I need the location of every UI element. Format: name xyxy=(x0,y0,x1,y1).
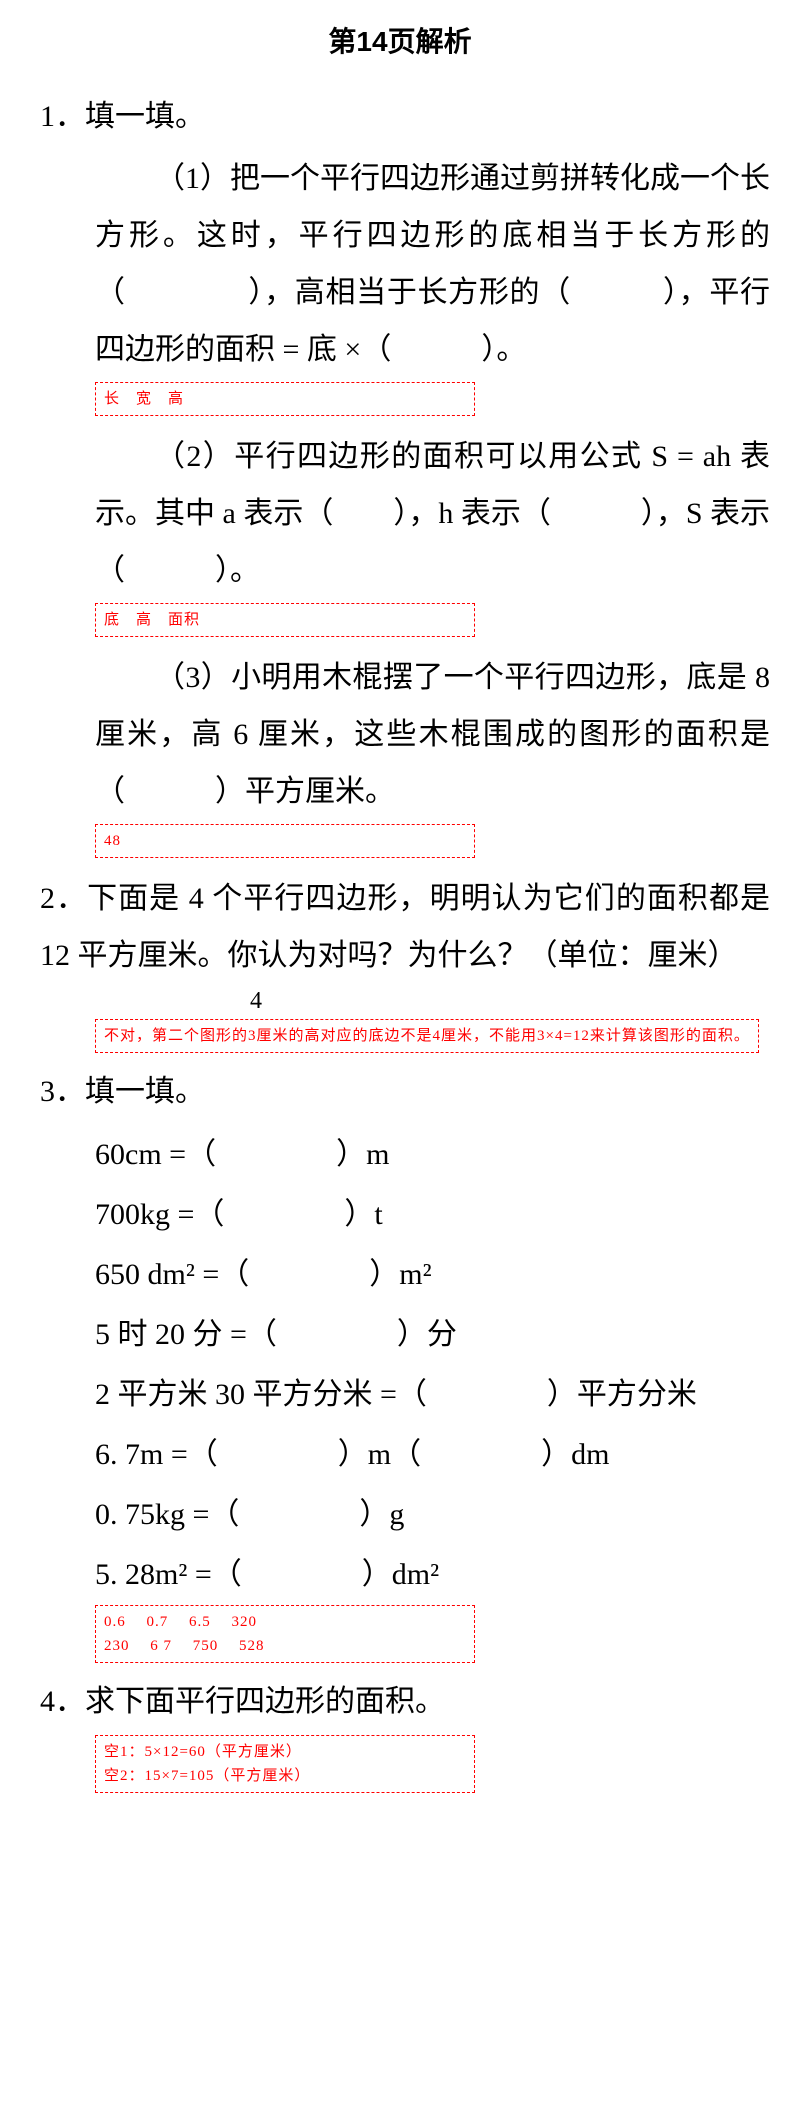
problem-3-answer: 0.6 0.7 6.5 320 230 6 7 750 528 xyxy=(95,1605,475,1663)
problem-1: 1．填一填。 （1）把一个平行四边形通过剪拼转化成一个长方形。这时，平行四边形的… xyxy=(30,90,770,858)
problem-3-line-3: 5 时 20 分 =（ ）分 xyxy=(95,1305,770,1365)
problem-1-answer3: 48 xyxy=(95,824,475,858)
problem-3-answer-line1: 0.6 0.7 6.5 320 xyxy=(104,1610,466,1634)
problem-2: 2．下面是 4 个平行四边形，明明认为它们的面积都是 12 平方厘米。你认为对吗… xyxy=(30,870,770,1053)
problem-3-line-1: 700kg =（ ）t xyxy=(95,1185,770,1245)
problem-3-line-6: 0. 75kg =（ ）g xyxy=(95,1485,770,1545)
problem-4: 4．求下面平行四边形的面积。 空1：5×12=60（平方厘米） 空2：15×7=… xyxy=(30,1675,770,1793)
problem-3-line-5: 6. 7m =（ ）m（ ）dm xyxy=(95,1425,770,1485)
problem-4-answer-line1: 空1：5×12=60（平方厘米） xyxy=(104,1740,466,1764)
problem-3-heading: 3．填一填。 xyxy=(40,1065,770,1119)
problem-1-sub1: （1）把一个平行四边形通过剪拼转化成一个长方形。这时，平行四边形的底相当于长方形… xyxy=(95,150,770,378)
problem-1-answer2: 底 高 面积 xyxy=(95,603,475,637)
problem-2-answer: 不对，第二个图形的3厘米的高对应的底边不是4厘米，不能用3×4=12来计算该图形… xyxy=(95,1019,759,1053)
problem-3-answer-line2: 230 6 7 750 528 xyxy=(104,1634,466,1658)
problem-1-answer1: 长 宽 高 xyxy=(95,382,475,416)
problem-4-heading: 4．求下面平行四边形的面积。 xyxy=(40,1675,770,1729)
problem-3-line-0: 60cm =（ ）m xyxy=(95,1125,770,1185)
problem-3-line-2: 650 dm² =（ ）m² xyxy=(95,1245,770,1305)
problem-1-heading: 1．填一填。 xyxy=(40,90,770,144)
problem-3: 3．填一填。 60cm =（ ）m 700kg =（ ）t 650 dm² =（… xyxy=(30,1065,770,1663)
page-title: 第14页解析 xyxy=(30,20,770,60)
problem-3-line-4: 2 平方米 30 平方分米 =（ ）平方分米 xyxy=(95,1365,770,1425)
page-container: 第14页解析 1．填一填。 （1）把一个平行四边形通过剪拼转化成一个长方形。这时… xyxy=(0,0,800,1845)
problem-4-answer-line2: 空2：15×7=105（平方厘米） xyxy=(104,1764,466,1788)
problem-1-sub3: （3）小明用木棍摆了一个平行四边形，底是 8 厘米，高 6 厘米，这些木棍围成的… xyxy=(95,649,770,820)
problem-1-sub2: （2）平行四边形的面积可以用公式 S = ah 表示。其中 a 表示（ ），h … xyxy=(95,428,770,599)
problem-3-line-7: 5. 28m² =（ ）dm² xyxy=(95,1545,770,1605)
problem-2-heading: 2．下面是 4 个平行四边形，明明认为它们的面积都是 12 平方厘米。你认为对吗… xyxy=(40,870,770,984)
problem-4-answer: 空1：5×12=60（平方厘米） 空2：15×7=105（平方厘米） xyxy=(95,1735,475,1793)
problem-2-diagram-label: 4 xyxy=(250,988,770,1015)
